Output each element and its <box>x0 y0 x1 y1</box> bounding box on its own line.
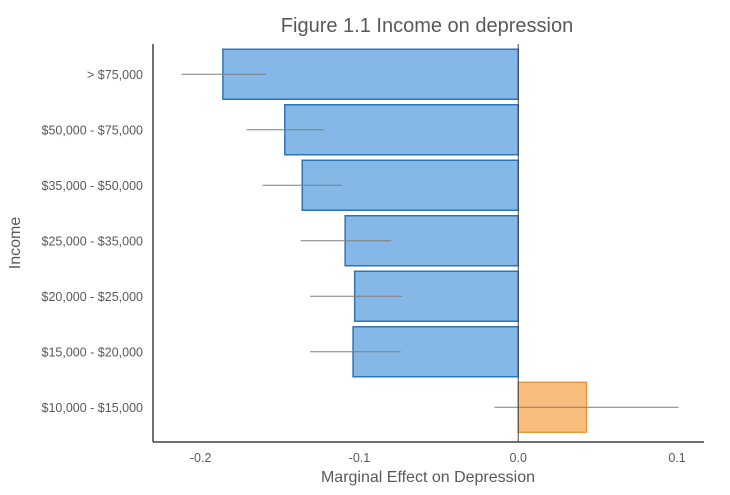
y-tick-label-3: $25,000 - $35,000 <box>42 234 144 248</box>
y-axis-title: Income <box>7 217 24 270</box>
y-tick-label-5: $15,000 - $20,000 <box>42 345 144 359</box>
x-tick-label-0: -0.2 <box>190 451 212 465</box>
x-tick-label-1: -0.1 <box>349 451 371 465</box>
y-tick-label-1: $50,000 - $75,000 <box>42 123 144 137</box>
chart-title: Figure 1.1 Income on depression <box>281 15 573 37</box>
error-bars-layer <box>181 73 679 408</box>
y-tick-label-4: $20,000 - $25,000 <box>42 290 144 304</box>
axes-layer <box>152 44 704 443</box>
bar-0 <box>222 48 519 100</box>
y-tick-label-2: $35,000 - $50,000 <box>42 179 144 193</box>
y-tick-label-0: > $75,000 <box>87 68 143 82</box>
x-tick-labels: -0.2 -0.1 0.0 0.1 <box>190 451 686 465</box>
x-tick-label-2: 0.0 <box>510 451 527 465</box>
x-axis-title: Marginal Effect on Depression <box>321 469 535 486</box>
x-tick-label-3: 0.1 <box>668 451 685 465</box>
y-tick-labels: > $75,000 $50,000 - $75,000 $35,000 - $50,… <box>42 68 144 415</box>
y-tick-label-6: $10,000 - $15,000 <box>42 401 144 415</box>
bars-layer <box>222 48 588 433</box>
